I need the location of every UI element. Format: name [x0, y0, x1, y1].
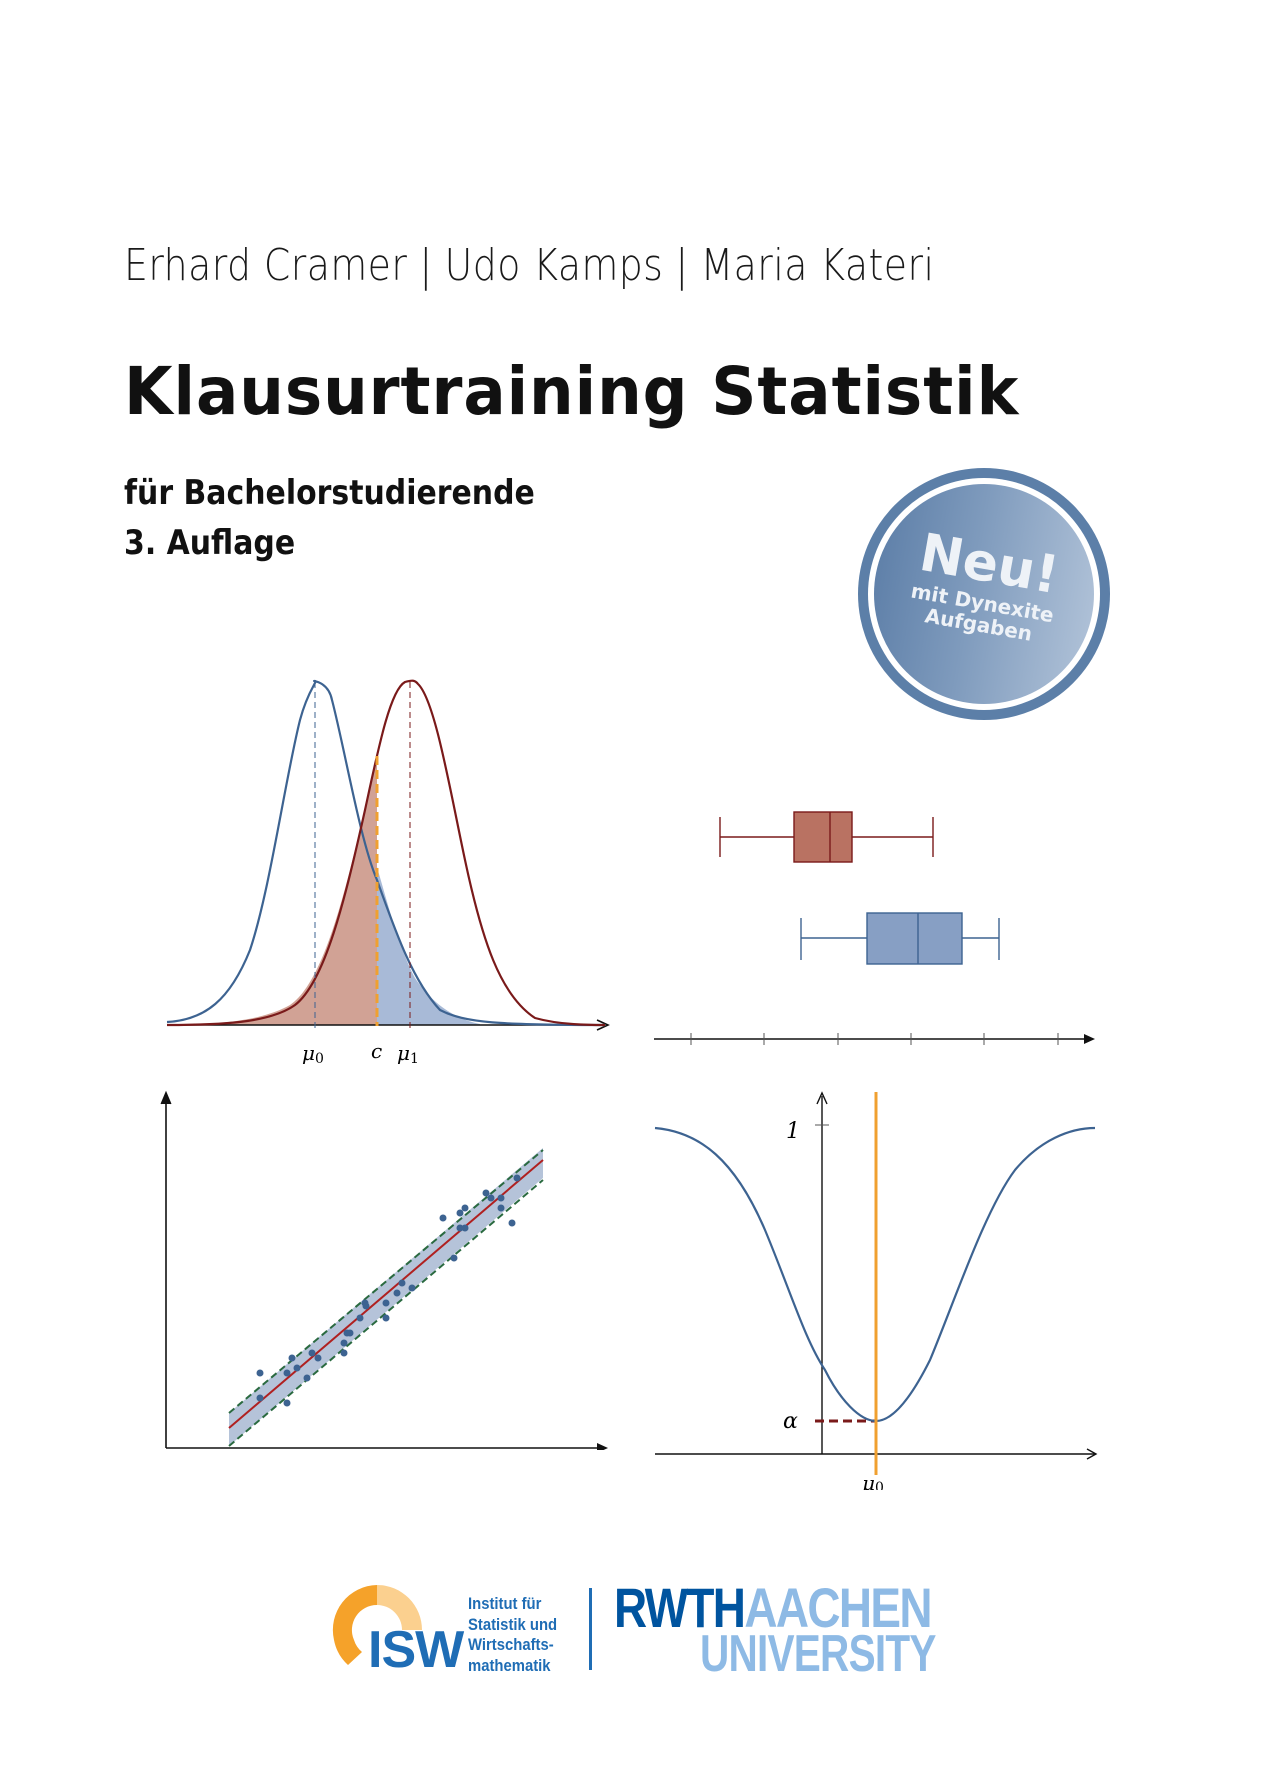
isw-institute-name: Institut für Statistik und Wirtschafts- …	[468, 1594, 557, 1676]
aachen-wordmark: AACHEN	[744, 1576, 932, 1639]
author-separator: |	[675, 240, 689, 291]
label-one: 1	[786, 1119, 800, 1144]
power-function-figure: 1 α μ0	[654, 1091, 1098, 1490]
author-1: Erhard Cramer	[124, 240, 408, 291]
author-separator: |	[419, 240, 433, 291]
x-axis-arrow-icon	[596, 1019, 610, 1031]
subtitle-audience: für Bachelorstudierende	[124, 473, 535, 513]
h0-density-curve	[166, 679, 606, 1027]
data-points	[256, 1174, 521, 1407]
x-axis-arrow-icon	[1086, 1448, 1098, 1460]
boxplot-blue	[800, 912, 1000, 965]
book-title: Klausurtraining Statistik	[124, 353, 1020, 430]
logo-divider	[589, 1588, 592, 1670]
subtitle-edition: 3. Auflage	[124, 523, 296, 563]
y-axis-arrow-icon	[816, 1091, 828, 1105]
label-mu1: μ1	[397, 1041, 419, 1067]
isw-line-2: Statistik und	[468, 1615, 558, 1634]
isw-line-1: Institut für	[468, 1595, 542, 1613]
density-figure: μ0 c μ1	[166, 679, 610, 1067]
subtitle: für Bachelorstudierende 3. Auflage	[124, 468, 535, 568]
rwth-logo-top: RWTHAACHEN	[614, 1580, 933, 1636]
label-c: c	[371, 1039, 382, 1063]
boxplot-figure	[654, 811, 1095, 1045]
isw-line-4: mathematik	[468, 1656, 551, 1675]
axis-ticks	[690, 1033, 1059, 1045]
new-badge: Neu! mit Dynexite Aufgaben	[858, 468, 1110, 720]
x-axis-arrow-icon	[597, 1443, 608, 1450]
badge-disc: Neu! mit Dynexite Aufgaben	[874, 484, 1094, 704]
author-3: Maria Kateri	[700, 240, 935, 291]
rwth-wordmark: RWTH	[614, 1576, 746, 1639]
isw-logo-letters: ISW	[368, 1621, 464, 1679]
h1-density-curve	[166, 679, 606, 1027]
x-axis-arrow-icon	[1084, 1034, 1095, 1044]
regression-line	[228, 1159, 544, 1429]
regression-figure	[160, 1090, 608, 1450]
y-axis-arrow-icon	[160, 1090, 172, 1105]
label-alpha: α	[783, 1409, 798, 1434]
badge-ring: Neu! mit Dynexite Aufgaben	[868, 478, 1100, 710]
alpha-area	[377, 867, 480, 1025]
label-mu0: μ0	[302, 1041, 324, 1067]
badge-text: Neu! mit Dynexite Aufgaben	[857, 467, 1112, 722]
university-wordmark: UNIVERSITY	[700, 1625, 936, 1683]
author-2: Udo Kamps	[444, 240, 664, 291]
authors: Erhard Cramer | Udo Kamps | Maria Kateri	[124, 240, 934, 291]
confidence-band	[229, 1148, 543, 1446]
upper-band-line	[228, 1149, 544, 1414]
boxplot-red	[719, 811, 934, 863]
isw-line-3: Wirtschafts-	[468, 1636, 554, 1654]
label-mu0: μ0	[862, 1471, 884, 1490]
isw-logo-ring-icon	[332, 1585, 422, 1665]
lower-band-line	[228, 1179, 544, 1447]
